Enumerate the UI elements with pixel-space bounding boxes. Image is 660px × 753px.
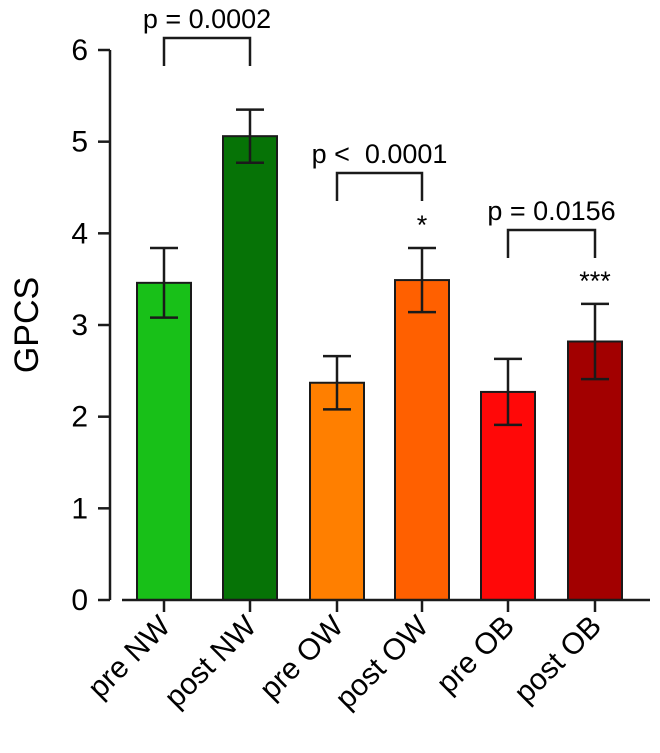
error-bar — [408, 246, 436, 314]
significance-mark: * — [417, 210, 428, 240]
significance-mark: *** — [579, 266, 611, 296]
error-bar — [150, 246, 178, 319]
error-bar — [581, 302, 609, 381]
comparison-bracket: p = 0.0156 — [487, 196, 616, 258]
y-tick-label: 3 — [71, 309, 88, 342]
bar-post-ob — [567, 340, 623, 601]
x-tick-label: post OW — [329, 609, 435, 715]
x-tick-label: post OB — [508, 610, 608, 710]
error-bar — [323, 354, 351, 411]
y-axis-title: GPCS — [8, 277, 46, 373]
p-value-label: p < 0.0001 — [312, 139, 448, 169]
comparison-bracket: p < 0.0001 — [312, 139, 448, 201]
p-value-label: p = 0.0156 — [487, 196, 615, 226]
error-bar — [236, 108, 264, 164]
x-tick-label: post NW — [158, 609, 263, 714]
bar-post-ow — [394, 279, 450, 601]
bar-pre-ob — [480, 390, 536, 601]
y-tick-label: 5 — [71, 126, 88, 159]
y-tick-label: 1 — [71, 492, 88, 525]
comparison-bracket: p = 0.0002 — [143, 4, 271, 66]
bar-pre-nw — [136, 281, 192, 601]
p-value-label: p = 0.0002 — [143, 4, 271, 34]
y-tick-label: 2 — [71, 401, 88, 434]
y-tick-label: 4 — [71, 217, 88, 250]
bars — [136, 108, 623, 602]
bracket-line — [335, 171, 424, 201]
bracket-line — [506, 228, 597, 258]
bracket-line — [162, 36, 252, 66]
bar-pre-ow — [309, 381, 365, 601]
error-bar — [494, 357, 522, 427]
bar-post-nw — [222, 135, 278, 602]
y-tick-label: 0 — [71, 584, 88, 617]
y-tick-label: 6 — [71, 34, 88, 67]
